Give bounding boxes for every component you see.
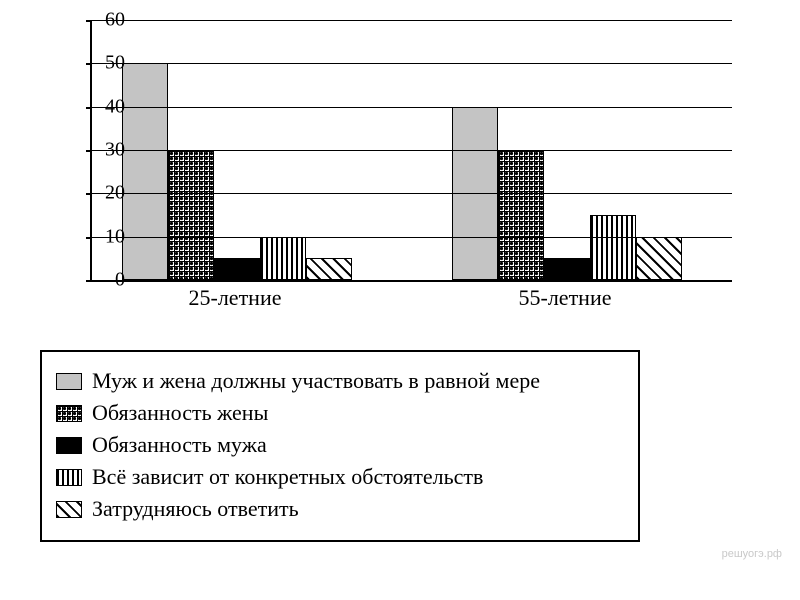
y-tick-label: 10 (90, 225, 125, 248)
legend-row: Затрудняюсь ответить (56, 496, 624, 522)
legend-label: Затрудняюсь ответить (92, 496, 299, 522)
y-tick-label: 60 (90, 9, 125, 32)
legend-row: Всё зависит от конкретных обстоятельств (56, 464, 624, 490)
legend: Муж и жена должны участвовать в равной м… (40, 350, 640, 542)
legend-label: Обязанность мужа (92, 432, 267, 458)
x-label: 55-летние (450, 285, 680, 311)
legend-swatch-dunno (56, 501, 82, 518)
x-label: 25-летние (120, 285, 350, 311)
y-tick-label: 40 (90, 95, 125, 118)
legend-row: Муж и жена должны участвовать в равной м… (56, 368, 624, 394)
chart-container: 0102030405060 25-летние55-летние Муж и ж… (0, 0, 800, 600)
legend-row: Обязанность жены (56, 400, 624, 426)
watermark: решуогэ.рф (722, 548, 782, 560)
legend-swatch-equal (56, 373, 82, 390)
legend-swatch-wife (56, 405, 82, 422)
legend-swatch-husband (56, 437, 82, 454)
y-tick-label: 30 (90, 139, 125, 162)
legend-label: Всё зависит от конкретных обстоятельств (92, 464, 483, 490)
chart: 0102030405060 25-летние55-летние (50, 20, 740, 310)
legend-row: Обязанность мужа (56, 432, 624, 458)
y-tick-label: 20 (90, 182, 125, 205)
legend-label: Муж и жена должны участвовать в равной м… (92, 368, 540, 394)
legend-swatch-depends (56, 469, 82, 486)
y-axis: 0102030405060 (90, 20, 730, 280)
legend-label: Обязанность жены (92, 400, 268, 426)
y-tick-label: 50 (90, 52, 125, 75)
